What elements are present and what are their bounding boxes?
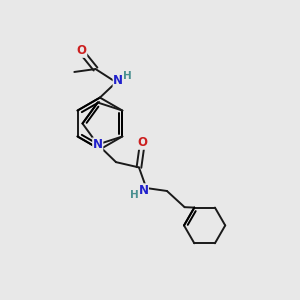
Text: H: H: [123, 71, 132, 81]
Text: O: O: [137, 136, 147, 149]
Text: H: H: [130, 190, 138, 200]
Text: N: N: [113, 74, 123, 87]
Text: O: O: [77, 44, 87, 57]
Text: N: N: [138, 184, 148, 197]
Text: N: N: [93, 138, 103, 151]
